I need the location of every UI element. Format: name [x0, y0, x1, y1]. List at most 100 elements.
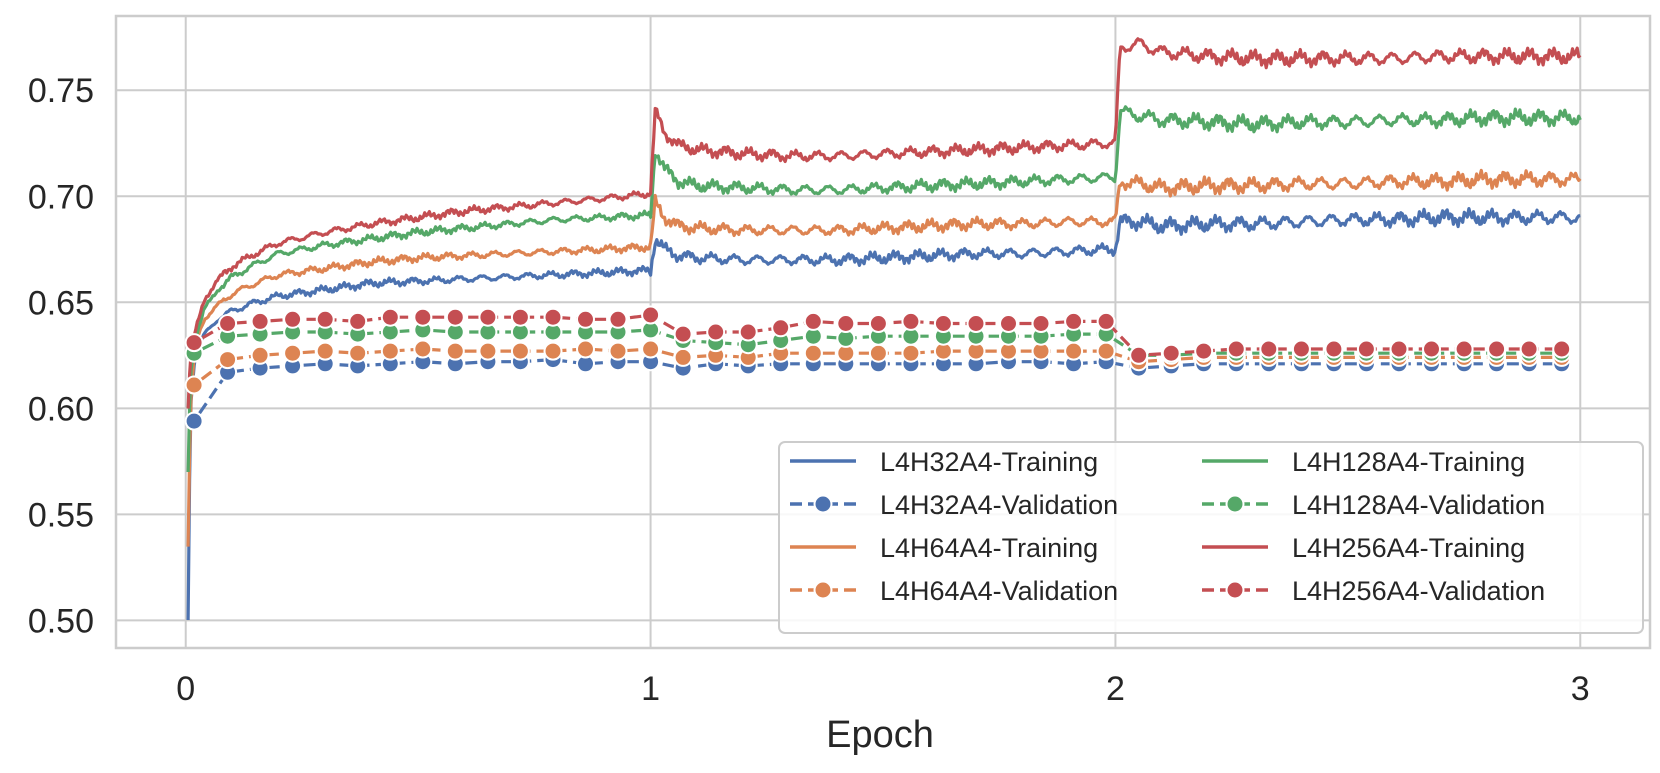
- validation-point: [315, 309, 335, 329]
- legend-label: L4H64A4-Validation: [880, 576, 1118, 606]
- validation-point: [478, 307, 498, 327]
- y-axis-tick-labels: 0.50 0.55 0.60 0.65 0.70 0.75: [28, 72, 94, 640]
- validation-point: [218, 350, 238, 370]
- validation-point: [1291, 339, 1311, 359]
- legend-swatch-marker: [1225, 580, 1245, 600]
- y-tick-label: 0.75: [28, 72, 94, 110]
- validation-point: [184, 333, 204, 353]
- validation-point: [543, 341, 563, 361]
- validation-point: [184, 411, 204, 431]
- validation-point: [184, 375, 204, 395]
- validation-point: [1487, 339, 1507, 359]
- validation-point: [803, 343, 823, 363]
- validation-point: [868, 343, 888, 363]
- x-axis-tick-labels: 0 1 2 3: [176, 670, 1589, 708]
- plot-frame: [114, 14, 1652, 650]
- validation-point: [641, 339, 661, 359]
- validation-point: [999, 314, 1018, 333]
- validation-point: [1454, 339, 1474, 359]
- validation-point: [1324, 339, 1344, 359]
- validation-point: [868, 314, 888, 333]
- legend-entry: L4H64A4-Training: [790, 533, 1098, 563]
- validation-point: [478, 341, 498, 361]
- validation-point: [445, 341, 465, 361]
- legend-label: L4H256A4-Validation: [1292, 576, 1545, 606]
- y-tick-label: 0.60: [28, 390, 94, 428]
- legend-label: L4H32A4-Validation: [880, 490, 1118, 520]
- validation-point: [510, 307, 530, 327]
- validation-point: [673, 347, 693, 367]
- validation-point: [1356, 339, 1376, 359]
- validation-point: [738, 322, 758, 342]
- validation-point: [315, 341, 335, 361]
- validation-point: [803, 311, 823, 331]
- y-tick-label: 0.65: [28, 284, 94, 322]
- legend-swatch-marker: [813, 580, 833, 600]
- training-line-L4H128A4-Training: [186, 105, 1582, 473]
- x-tick-label: 1: [641, 670, 660, 708]
- validation-point: [510, 341, 530, 361]
- validation-series-L4H256A4-Validation: [184, 305, 1572, 365]
- legend-swatch-marker: [1225, 494, 1245, 514]
- validation-point: [641, 305, 661, 325]
- validation-point: [576, 309, 595, 329]
- validation-point: [1064, 341, 1084, 361]
- validation-point: [543, 307, 563, 327]
- validation-point: [608, 309, 628, 329]
- validation-point: [1161, 343, 1181, 363]
- validation-point: [348, 343, 368, 363]
- y-tick-label: 0.70: [28, 178, 94, 216]
- validation-point: [933, 314, 953, 333]
- validation-point: [1096, 311, 1116, 331]
- validation-point: [445, 307, 465, 327]
- validation-point: [1194, 341, 1214, 361]
- validation-point: [901, 343, 921, 363]
- validation-point: [413, 307, 433, 327]
- validation-point: [1226, 339, 1246, 359]
- legend-frame: [778, 441, 1644, 634]
- training-line-L4H64A4-Training: [186, 168, 1582, 547]
- legend-label: L4H128A4-Training: [1292, 447, 1525, 477]
- legend-label: L4H256A4-Training: [1292, 533, 1525, 563]
- legend-entry: L4H128A4-Training: [1202, 447, 1525, 477]
- y-tick-label: 0.50: [28, 602, 94, 640]
- validation-point: [250, 345, 270, 365]
- x-tick-label: 0: [176, 670, 195, 708]
- validation-point: [901, 311, 921, 331]
- validation-point: [380, 307, 400, 327]
- validation-point: [836, 314, 856, 333]
- legend-label: L4H128A4-Validation: [1292, 490, 1545, 520]
- legend-entry: L4H32A4-Validation: [790, 490, 1118, 520]
- validation-point: [1096, 341, 1116, 361]
- series-layer: [184, 37, 1582, 621]
- x-tick-label: 3: [1571, 670, 1590, 708]
- legend-entry: L4H32A4-Training: [790, 447, 1098, 477]
- legend-label: L4H64A4-Training: [880, 533, 1098, 563]
- validation-point: [283, 309, 303, 329]
- validation-point: [348, 311, 368, 331]
- x-tick-label: 2: [1106, 670, 1125, 708]
- validation-point: [1389, 339, 1409, 359]
- legend-entry: L4H256A4-Training: [1202, 533, 1525, 563]
- training-line-L4H256A4-Training: [186, 37, 1582, 409]
- validation-point: [1519, 339, 1539, 359]
- validation-point: [576, 339, 595, 359]
- validation-point: [1129, 345, 1149, 365]
- legend-entry: L4H64A4-Validation: [790, 576, 1118, 606]
- legend-swatch-marker: [813, 494, 833, 514]
- legend: L4H32A4-Training L4H128A4-Training L4H32A4…: [778, 441, 1644, 634]
- validation-point: [706, 322, 726, 342]
- validation-line: [185, 313, 1562, 357]
- validation-point: [218, 314, 238, 333]
- validation-point: [771, 318, 791, 338]
- validation-point: [413, 339, 433, 359]
- validation-point: [966, 314, 986, 333]
- validation-point: [380, 341, 400, 361]
- training-line-L4H32A4-Training: [186, 207, 1581, 621]
- validation-point: [673, 324, 693, 344]
- y-tick-label: 0.55: [28, 496, 94, 534]
- validation-point: [1064, 311, 1084, 331]
- legend-entry: L4H256A4-Validation: [1202, 576, 1545, 606]
- validation-point: [250, 311, 270, 331]
